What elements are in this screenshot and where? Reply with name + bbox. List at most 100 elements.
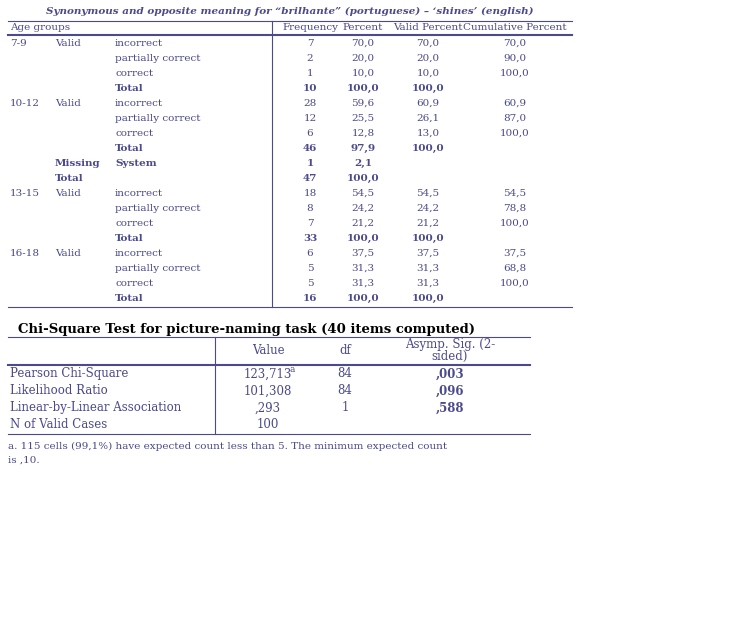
Text: 60,9: 60,9: [504, 99, 526, 108]
Text: correct: correct: [115, 129, 153, 138]
Text: 28: 28: [304, 99, 317, 108]
Text: 100,0: 100,0: [412, 294, 445, 303]
Text: ,003: ,003: [436, 368, 464, 380]
Text: 5: 5: [307, 279, 313, 288]
Text: incorrect: incorrect: [115, 249, 163, 258]
Text: 100,0: 100,0: [347, 234, 380, 243]
Text: Valid: Valid: [55, 39, 81, 48]
Text: 70,0: 70,0: [504, 39, 526, 48]
Text: 33: 33: [303, 234, 317, 243]
Text: System: System: [115, 159, 157, 168]
Text: incorrect: incorrect: [115, 189, 163, 197]
Text: 100,0: 100,0: [347, 174, 380, 183]
Text: 20,0: 20,0: [351, 54, 374, 63]
Text: 100,0: 100,0: [500, 69, 530, 77]
Text: 68,8: 68,8: [504, 264, 526, 273]
Text: 46: 46: [303, 144, 318, 153]
Text: correct: correct: [115, 218, 153, 228]
Text: 54,5: 54,5: [416, 189, 439, 197]
Text: 1: 1: [307, 159, 314, 168]
Text: 101,308: 101,308: [244, 384, 292, 398]
Text: 13,0: 13,0: [416, 129, 439, 138]
Text: 16-18: 16-18: [10, 249, 40, 258]
Text: 1: 1: [307, 69, 313, 77]
Text: Total: Total: [115, 84, 144, 93]
Text: Age groups: Age groups: [10, 23, 70, 32]
Text: ,588: ,588: [436, 401, 464, 415]
Text: 31,3: 31,3: [416, 279, 439, 288]
Text: is ,10.: is ,10.: [8, 455, 39, 464]
Text: 1: 1: [342, 401, 349, 415]
Text: Valid: Valid: [55, 189, 81, 197]
Text: 21,2: 21,2: [416, 218, 439, 228]
Text: 37,5: 37,5: [504, 249, 526, 258]
Text: 31,3: 31,3: [351, 264, 374, 273]
Text: Valid: Valid: [55, 249, 81, 258]
Text: 100: 100: [257, 418, 279, 431]
Text: Valid Percent: Valid Percent: [393, 23, 463, 32]
Text: 2: 2: [307, 54, 313, 63]
Text: 123,713: 123,713: [244, 368, 292, 380]
Text: a. 115 cells (99,1%) have expected count less than 5. The minimum expected count: a. 115 cells (99,1%) have expected count…: [8, 442, 447, 451]
Text: 100,0: 100,0: [500, 279, 530, 288]
Text: 2,1: 2,1: [354, 159, 372, 168]
Text: correct: correct: [115, 69, 153, 77]
Text: 100,0: 100,0: [347, 84, 380, 93]
Text: 20,0: 20,0: [416, 54, 439, 63]
Text: 6: 6: [307, 249, 313, 258]
Text: 70,0: 70,0: [416, 39, 439, 48]
Text: 100,0: 100,0: [500, 218, 530, 228]
Text: 100,0: 100,0: [412, 144, 445, 153]
Text: partially correct: partially correct: [115, 114, 201, 123]
Text: Total: Total: [55, 174, 84, 183]
Text: partially correct: partially correct: [115, 264, 201, 273]
Text: Pearson Chi-Square: Pearson Chi-Square: [10, 368, 128, 380]
Text: 24,2: 24,2: [351, 204, 374, 213]
Text: 70,0: 70,0: [351, 39, 374, 48]
Text: 21,2: 21,2: [351, 218, 374, 228]
Text: 24,2: 24,2: [416, 204, 439, 213]
Text: Missing: Missing: [55, 159, 101, 168]
Text: 59,6: 59,6: [351, 99, 374, 108]
Text: ,293: ,293: [255, 401, 281, 415]
Text: Likelihood Ratio: Likelihood Ratio: [10, 384, 108, 398]
Text: Total: Total: [115, 234, 144, 243]
Text: Asymp. Sig. (2-: Asymp. Sig. (2-: [405, 338, 495, 351]
Text: 90,0: 90,0: [504, 54, 526, 63]
Text: 47: 47: [303, 174, 318, 183]
Text: 7-9: 7-9: [10, 39, 27, 48]
Text: 5: 5: [307, 264, 313, 273]
Text: Chi-Square Test for picture-naming task (40 items computed): Chi-Square Test for picture-naming task …: [18, 323, 475, 335]
Text: ,096: ,096: [436, 384, 464, 398]
Text: 54,5: 54,5: [504, 189, 526, 197]
Text: partially correct: partially correct: [115, 204, 201, 213]
Text: correct: correct: [115, 279, 153, 288]
Text: 100,0: 100,0: [412, 234, 445, 243]
Text: 18: 18: [304, 189, 317, 197]
Text: 12,8: 12,8: [351, 129, 374, 138]
Text: 10,0: 10,0: [351, 69, 374, 77]
Text: 37,5: 37,5: [416, 249, 439, 258]
Text: Frequency: Frequency: [282, 23, 338, 32]
Text: 12: 12: [304, 114, 317, 123]
Text: 8: 8: [307, 204, 313, 213]
Text: 13-15: 13-15: [10, 189, 40, 197]
Text: Synonymous and opposite meaning for “brilhante” (portuguese) – ‘shines’ (english: Synonymous and opposite meaning for “bri…: [46, 7, 534, 16]
Text: 54,5: 54,5: [351, 189, 374, 197]
Text: N of Valid Cases: N of Valid Cases: [10, 418, 107, 431]
Text: partially correct: partially correct: [115, 54, 201, 63]
Text: Cumulative Percent: Cumulative Percent: [464, 23, 566, 32]
Text: 100,0: 100,0: [412, 84, 445, 93]
Text: 60,9: 60,9: [416, 99, 439, 108]
Text: incorrect: incorrect: [115, 99, 163, 108]
Text: 25,5: 25,5: [351, 114, 374, 123]
Text: a: a: [290, 365, 296, 375]
Text: 37,5: 37,5: [351, 249, 374, 258]
Text: 7: 7: [307, 218, 313, 228]
Text: Valid: Valid: [55, 99, 81, 108]
Text: 10: 10: [303, 84, 318, 93]
Text: 31,3: 31,3: [416, 264, 439, 273]
Text: Total: Total: [115, 294, 144, 303]
Text: Value: Value: [252, 344, 284, 357]
Text: 87,0: 87,0: [504, 114, 526, 123]
